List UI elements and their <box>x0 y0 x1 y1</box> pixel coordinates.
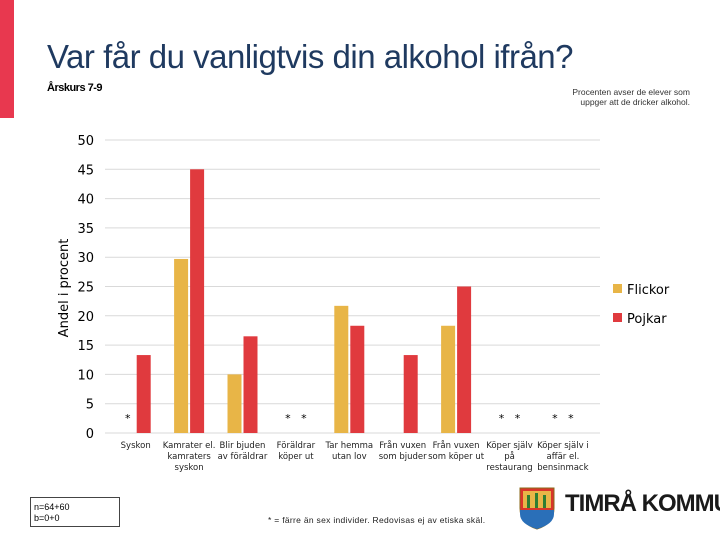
y-tick-label: 20 <box>77 310 94 325</box>
x-tick-label-line: köper ut <box>278 452 314 462</box>
x-tick-label: Syskon <box>121 441 151 451</box>
suppressed-marker: * <box>125 412 131 425</box>
x-tick-label-line: Från vuxen <box>433 440 480 451</box>
bar-pojkar <box>403 355 418 433</box>
footnote: * = färre än sex individer. Redovisas ej… <box>268 515 486 525</box>
legend-swatch-flickor <box>613 284 622 293</box>
x-tick-label: Tar hemma utan lov <box>325 441 374 462</box>
percentage-note: Procenten avser de elever som uppger att… <box>540 87 690 107</box>
x-tick-label-line: Kamrater el. <box>163 441 216 451</box>
y-tick-label: 35 <box>77 222 94 237</box>
x-tick-label-line: kamraters <box>167 452 211 462</box>
x-tick-label-line: som köper ut <box>428 452 485 462</box>
legend-swatch-pojkar <box>613 313 622 322</box>
y-tick-label: 5 <box>86 398 94 413</box>
x-tick-label: Från vuxen som köper ut <box>428 440 485 462</box>
x-tick-label-line: Tar hemma <box>325 441 374 451</box>
page-title: Var får du vanligtvis din alkohol ifrån? <box>47 38 574 75</box>
y-tick-label: 45 <box>77 163 94 178</box>
legend-label-pojkar: Pojkar <box>627 312 667 327</box>
x-tick-label: Kamrater el. kamraters syskon <box>163 441 216 473</box>
x-tick-label-line: på <box>504 451 515 462</box>
bar-pojkar <box>243 336 258 433</box>
x-tick-label: Blir bjuden av föräldrar <box>218 441 268 462</box>
x-tick-label-line: Köper själv i <box>537 441 589 451</box>
x-tick-label: Från vuxen som bjuder <box>379 440 427 462</box>
x-tick-label-line: av föräldrar <box>218 452 268 462</box>
x-tick-label: Köper själv i affär el. bensinmack <box>537 441 589 473</box>
bar-pojkar <box>350 325 365 433</box>
logo-text: TIMRÅ KOMMUN <box>565 490 720 517</box>
x-tick-label-line: bensinmack <box>537 463 588 473</box>
y-tick-label: 40 <box>77 193 94 208</box>
bar-flickor <box>334 305 349 433</box>
y-tick-label: 50 <box>77 134 94 149</box>
sample-size-line-2: b=0+0 <box>34 513 60 523</box>
bar-flickor <box>441 325 456 433</box>
timra-kommun-logo: TIMRÅ KOMMUN <box>517 484 720 530</box>
y-tick-label: 30 <box>77 251 94 266</box>
suppressed-marker: * <box>552 412 558 425</box>
sample-size-line-1: n=64+60 <box>34 502 70 512</box>
y-axis-label: Andel i procent <box>57 239 72 338</box>
y-tick-label: 10 <box>77 368 94 383</box>
bar-flickor <box>174 258 189 433</box>
y-tick-label: 0 <box>86 427 94 442</box>
bar-pojkar <box>136 355 151 433</box>
x-tick-label: Köper själv på restaurang <box>486 441 533 473</box>
municipal-crest-icon <box>519 487 555 530</box>
suppressed-marker: * <box>568 412 574 425</box>
sample-size-box: n=64+60 b=0+0 <box>30 497 120 527</box>
note-line-2: uppger att de dricker alkohol. <box>580 97 690 107</box>
y-tick-label: 25 <box>77 281 94 296</box>
bar-pojkar <box>457 286 472 433</box>
suppressed-marker: * <box>515 412 521 425</box>
page-subtitle: Årskurs 7-9 <box>47 82 103 94</box>
note-line-1: Procenten avser de elever som <box>572 87 690 97</box>
bar-flickor <box>227 374 242 433</box>
x-tick-label-line: Föräldrar <box>277 441 316 451</box>
bar-pojkar <box>190 169 205 434</box>
x-tick-label-line: syskon <box>175 463 204 473</box>
x-tick-label-line: Köper själv <box>486 441 533 451</box>
x-tick-label-line: Från vuxen <box>379 440 426 451</box>
y-tick-label: 15 <box>77 339 94 354</box>
x-tick-label-line: som bjuder <box>379 452 427 462</box>
accent-bar <box>0 0 14 118</box>
x-tick-label: Föräldrar köper ut <box>277 441 316 462</box>
suppressed-marker: * <box>499 412 505 425</box>
x-tick-label-line: Blir bjuden <box>220 441 266 451</box>
suppressed-marker: * <box>301 412 307 425</box>
x-tick-label-line: restaurang <box>486 463 532 473</box>
x-tick-label-line: utan lov <box>332 452 367 462</box>
suppressed-marker: * <box>285 412 291 425</box>
x-tick-label-line: Syskon <box>121 441 151 451</box>
legend-label-flickor: Flickor <box>627 283 670 298</box>
x-tick-label-line: affär el. <box>547 452 580 462</box>
